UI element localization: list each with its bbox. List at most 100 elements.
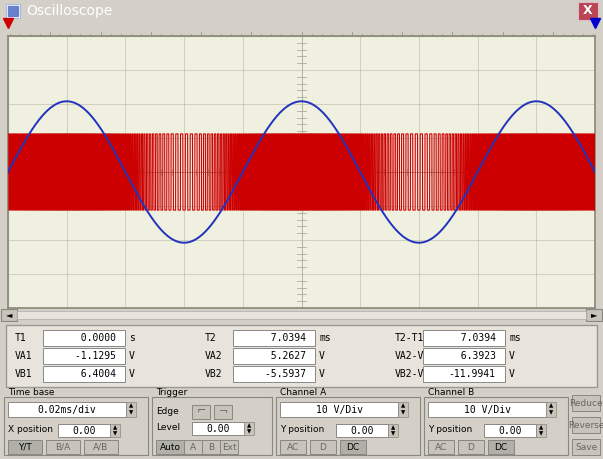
Text: Oscilloscope: Oscilloscope bbox=[26, 4, 112, 18]
Text: 7.0394: 7.0394 bbox=[449, 333, 496, 343]
Text: X position: X position bbox=[8, 425, 53, 434]
Text: ▲: ▲ bbox=[129, 404, 133, 409]
Text: Y/T: Y/T bbox=[18, 442, 32, 452]
Bar bbox=[340, 440, 366, 454]
Bar bbox=[578, 2, 598, 20]
Text: ▼: ▼ bbox=[401, 410, 405, 415]
Text: AC: AC bbox=[435, 442, 447, 452]
Bar bbox=[244, 422, 254, 435]
Text: ms: ms bbox=[509, 333, 521, 343]
Bar bbox=[423, 330, 505, 346]
Text: VA2-VA1: VA2-VA1 bbox=[395, 351, 436, 361]
Text: VA1: VA1 bbox=[15, 351, 33, 361]
Text: V: V bbox=[509, 369, 515, 379]
Bar bbox=[192, 422, 244, 435]
Text: Channel B: Channel B bbox=[428, 388, 474, 397]
Text: -5.5937: -5.5937 bbox=[259, 369, 306, 379]
Text: B/A: B/A bbox=[55, 442, 71, 452]
Text: Reverse: Reverse bbox=[568, 420, 603, 430]
Text: Channel A: Channel A bbox=[280, 388, 326, 397]
Bar bbox=[233, 366, 315, 382]
Text: D: D bbox=[467, 442, 475, 452]
Text: ▼: ▼ bbox=[539, 431, 543, 436]
Bar bbox=[214, 405, 232, 419]
Text: 6.3923: 6.3923 bbox=[449, 351, 496, 361]
Bar bbox=[46, 440, 80, 454]
Text: -11.9941: -11.9941 bbox=[449, 369, 496, 379]
Text: ¬: ¬ bbox=[218, 407, 227, 417]
Text: ▲: ▲ bbox=[539, 425, 543, 430]
Bar bbox=[84, 440, 118, 454]
Bar bbox=[423, 366, 505, 382]
Text: 0.00: 0.00 bbox=[350, 425, 374, 436]
Bar bbox=[310, 440, 336, 454]
Bar bbox=[8, 6, 18, 16]
Bar bbox=[126, 402, 136, 417]
Text: ms: ms bbox=[319, 333, 331, 343]
Text: ▲: ▲ bbox=[113, 425, 117, 430]
Text: Auto: Auto bbox=[160, 442, 180, 452]
Text: A/B: A/B bbox=[93, 442, 109, 452]
Text: V: V bbox=[509, 351, 515, 361]
Bar bbox=[6, 4, 20, 18]
Text: Time base: Time base bbox=[8, 388, 54, 397]
Bar bbox=[536, 424, 546, 437]
Text: DC: DC bbox=[347, 442, 359, 452]
Text: ▲: ▲ bbox=[549, 404, 553, 409]
Bar bbox=[428, 440, 454, 454]
Text: 0.00: 0.00 bbox=[206, 424, 230, 433]
Text: T1: T1 bbox=[15, 333, 27, 343]
Text: T2-T1: T2-T1 bbox=[395, 333, 425, 343]
Text: 0.00: 0.00 bbox=[72, 425, 96, 436]
Text: 0.02ms/div: 0.02ms/div bbox=[37, 404, 96, 414]
Text: ▼: ▼ bbox=[549, 410, 553, 415]
Bar bbox=[8, 440, 42, 454]
Bar bbox=[1, 309, 17, 321]
Bar bbox=[276, 397, 420, 455]
Text: s: s bbox=[129, 333, 135, 343]
Bar bbox=[58, 424, 110, 437]
Text: ▲: ▲ bbox=[391, 425, 395, 430]
Text: DC: DC bbox=[494, 442, 508, 452]
Text: B: B bbox=[208, 442, 214, 452]
Text: A: A bbox=[190, 442, 196, 452]
Text: ►: ► bbox=[591, 310, 597, 319]
Bar bbox=[43, 348, 125, 364]
Bar bbox=[458, 440, 484, 454]
Bar bbox=[424, 397, 568, 455]
Text: V: V bbox=[129, 369, 135, 379]
Text: 0.0000: 0.0000 bbox=[69, 333, 116, 343]
Text: Level: Level bbox=[156, 423, 180, 432]
Text: ◄: ◄ bbox=[6, 310, 12, 319]
Text: Trigger: Trigger bbox=[156, 388, 188, 397]
Text: VA2: VA2 bbox=[205, 351, 223, 361]
Text: ▲: ▲ bbox=[247, 423, 251, 428]
Text: ▼: ▼ bbox=[247, 429, 251, 434]
Text: -1.1295: -1.1295 bbox=[69, 351, 116, 361]
Bar bbox=[110, 424, 120, 437]
Bar bbox=[8, 402, 126, 417]
Bar bbox=[572, 395, 600, 411]
Text: 6.4004: 6.4004 bbox=[69, 369, 116, 379]
Text: ▲: ▲ bbox=[401, 404, 405, 409]
Text: 5.2627: 5.2627 bbox=[259, 351, 306, 361]
Bar bbox=[280, 440, 306, 454]
Text: Save: Save bbox=[575, 442, 597, 452]
Text: AC: AC bbox=[287, 442, 299, 452]
Bar bbox=[586, 309, 602, 321]
Bar bbox=[192, 405, 210, 419]
Text: 7.0394: 7.0394 bbox=[259, 333, 306, 343]
Bar bbox=[546, 402, 556, 417]
Bar bbox=[152, 397, 272, 455]
Text: V: V bbox=[319, 369, 325, 379]
Bar bbox=[184, 440, 202, 454]
Text: 10 V/Div: 10 V/Div bbox=[315, 404, 362, 414]
Text: Y position: Y position bbox=[280, 425, 324, 434]
Bar bbox=[233, 348, 315, 364]
Bar bbox=[4, 397, 148, 455]
Text: Y position: Y position bbox=[428, 425, 472, 434]
Bar bbox=[43, 330, 125, 346]
Bar bbox=[336, 424, 388, 437]
Text: Reduce: Reduce bbox=[569, 398, 603, 408]
Bar bbox=[488, 440, 514, 454]
